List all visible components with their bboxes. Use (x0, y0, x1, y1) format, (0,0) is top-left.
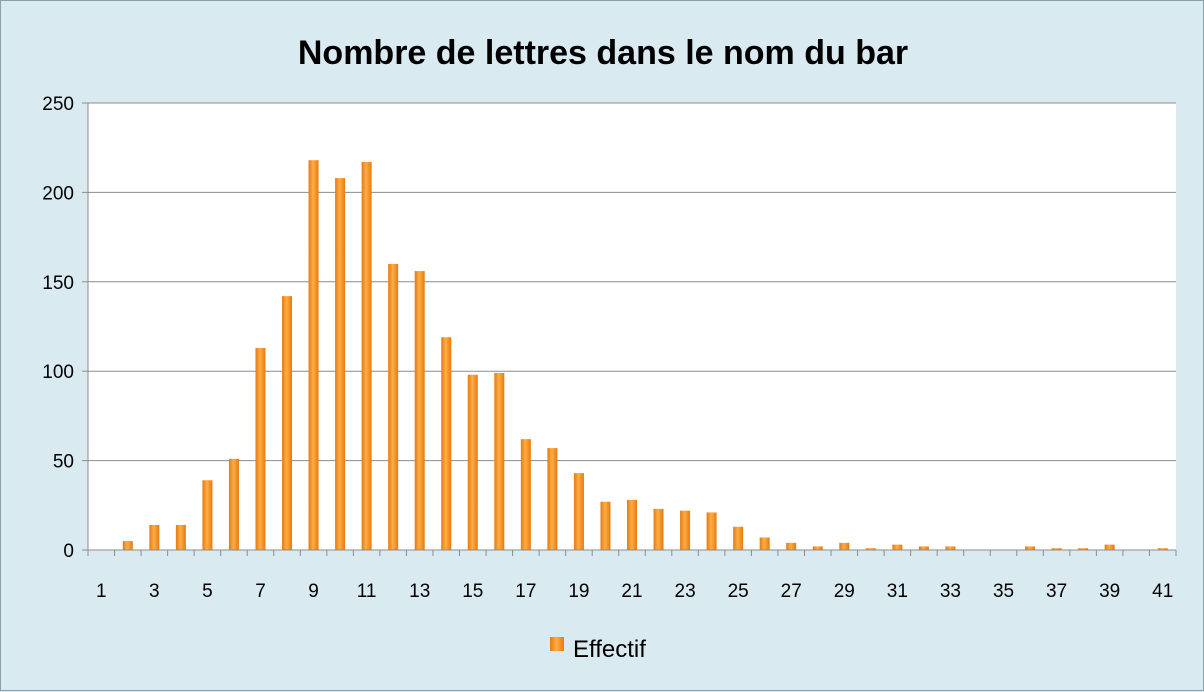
x-tick-label: 39 (1099, 581, 1120, 602)
bar-38 (1078, 548, 1089, 550)
y-axis: 0 50 100 150 200 250 (42, 94, 89, 562)
bar-9 (308, 160, 319, 550)
x-tick-label: 15 (462, 581, 483, 602)
x-tick-label: 5 (202, 581, 213, 602)
bar-16 (494, 372, 505, 550)
y-tick-label: 200 (42, 183, 74, 204)
bar-8 (282, 296, 293, 550)
x-tick-label: 33 (940, 581, 961, 602)
bar-36 (1025, 546, 1036, 550)
x-tick-label: 21 (621, 581, 642, 602)
x-tick-label: 17 (515, 581, 536, 602)
bar-5 (202, 480, 213, 550)
x-tick-label: 13 (409, 581, 430, 602)
bar-19 (573, 473, 584, 550)
bar-30 (865, 548, 876, 550)
bar-13 (414, 271, 425, 550)
x-tick-label: 19 (568, 581, 589, 602)
x-tick-label: 7 (255, 581, 266, 602)
legend-swatch (550, 637, 564, 651)
bar-18 (547, 448, 558, 550)
bar-39 (1104, 544, 1115, 550)
x-tick-label: 29 (834, 581, 855, 602)
bar-20 (600, 501, 611, 550)
bar-28 (812, 546, 823, 550)
x-tick-label: 1 (96, 581, 107, 602)
x-tick-label: 27 (781, 581, 802, 602)
bar-14 (441, 337, 452, 550)
y-tick-label: 50 (53, 452, 74, 473)
x-tick-label: 37 (1046, 581, 1067, 602)
bar-33 (945, 546, 956, 550)
x-tick-label: 23 (675, 581, 696, 602)
x-tick-label: 35 (993, 581, 1014, 602)
x-tick-label: 31 (887, 581, 908, 602)
bar-3 (149, 524, 160, 550)
bar-21 (627, 499, 637, 550)
chart-title: Nombre de lettres dans le nom du bar (298, 34, 908, 72)
y-tick-label: 150 (42, 273, 74, 294)
x-tick-label: 25 (728, 581, 749, 602)
x-axis: 1 3 5 7 9 11 13 15 17 19 21 23 25 27 29 31 33 35 37 39 41 (87, 549, 1177, 602)
bar-29 (839, 542, 850, 550)
bar-12 (388, 263, 399, 550)
bar-2 (122, 541, 133, 550)
bar-17 (520, 439, 531, 550)
bar-7 (255, 347, 266, 550)
x-tick-label: 3 (149, 581, 160, 602)
y-tick-label: 0 (63, 541, 74, 562)
legend-label: Effectif (573, 636, 646, 663)
bar-37 (1051, 548, 1062, 550)
bar-24 (706, 512, 717, 550)
bar-31 (892, 544, 903, 550)
bar-11 (361, 162, 372, 550)
bar-27 (786, 542, 797, 550)
plot-area (88, 103, 1176, 550)
bar-25 (733, 526, 744, 550)
bar-15 (467, 374, 478, 550)
x-tick-label: 9 (308, 581, 319, 602)
y-tick-label: 100 (42, 362, 74, 383)
bar-41 (1157, 548, 1168, 550)
y-tick-label: 250 (42, 94, 74, 115)
x-tick-label: 41 (1152, 581, 1173, 602)
bar-23 (680, 510, 691, 550)
bar-10 (335, 178, 346, 550)
bar-22 (653, 508, 664, 550)
legend: Effectif (550, 636, 646, 663)
bar-6 (228, 458, 239, 550)
bar-32 (918, 546, 929, 550)
bar-layer (122, 160, 1168, 550)
x-tick-label: 11 (357, 581, 377, 602)
bar-4 (175, 524, 186, 550)
bar-26 (759, 537, 770, 550)
